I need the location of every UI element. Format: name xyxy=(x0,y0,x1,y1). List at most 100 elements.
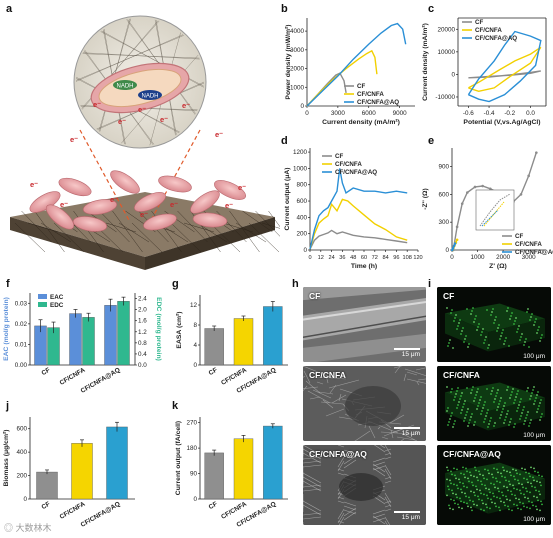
category-label: CF/CNFA@AQ xyxy=(80,367,122,395)
cell-dot xyxy=(526,478,528,481)
data-point xyxy=(519,193,523,196)
cell-dot xyxy=(455,477,457,480)
sem-fiber xyxy=(384,480,392,484)
cell-dot xyxy=(492,476,494,479)
cell-dot xyxy=(514,320,516,322)
sem-label-cf-cnfa: CF/CNFA xyxy=(309,370,346,380)
sem-fiber xyxy=(413,431,421,436)
electron-label: e⁻ xyxy=(182,101,190,110)
cell-dot xyxy=(508,424,510,426)
electron-label: e⁻ xyxy=(110,195,118,204)
y-tick-label: 0.03 xyxy=(15,300,28,307)
cell-dot xyxy=(516,393,518,395)
x-tick-label: 2000 xyxy=(496,254,511,261)
cell-dot xyxy=(461,409,463,411)
cell-dot xyxy=(536,411,538,413)
bacterium xyxy=(158,175,192,193)
cell-dot xyxy=(473,475,475,478)
y-tick-label: 8 xyxy=(193,322,197,329)
cell-dot xyxy=(467,346,469,348)
sem-fiber xyxy=(303,476,322,488)
cell-dot xyxy=(453,499,455,502)
cell-dot xyxy=(494,422,496,424)
cell-dot xyxy=(481,499,483,502)
cell-dot xyxy=(480,480,482,483)
cell-dot xyxy=(538,405,540,407)
data-point xyxy=(455,238,459,242)
cell-dot xyxy=(466,470,468,473)
sem-fiber xyxy=(372,461,386,467)
bacterium-cross-section: NADH NADH xyxy=(90,62,190,114)
sem-fiber xyxy=(343,453,357,459)
cell-dot xyxy=(512,388,514,390)
cell-dot xyxy=(457,404,459,406)
cell-dot xyxy=(528,346,530,348)
cell-dot xyxy=(535,505,537,508)
sem-fiber xyxy=(343,505,357,511)
cell-dot xyxy=(458,506,460,509)
cell-dot xyxy=(509,318,511,320)
sem-fiber xyxy=(343,459,357,469)
x-tick-label: 24 xyxy=(328,255,334,261)
data-point xyxy=(452,244,456,248)
cell-dot xyxy=(450,415,452,417)
cell-dot xyxy=(514,423,516,425)
cell-dot xyxy=(472,484,474,487)
cell-dot xyxy=(488,488,490,491)
y-tick-label: 12 xyxy=(190,302,198,309)
cell-dot xyxy=(503,405,505,407)
cell-dot xyxy=(467,408,469,410)
cell-dot xyxy=(511,391,513,393)
sem-fiber xyxy=(391,424,415,434)
series-line xyxy=(306,22,407,107)
cell-dot xyxy=(466,308,468,310)
sem-fiber xyxy=(390,429,394,439)
cell-dot xyxy=(483,477,485,480)
x-tick-label: -0.4 xyxy=(484,110,495,117)
cell-dot xyxy=(465,467,467,470)
series-line xyxy=(309,229,408,250)
y-tick-label: 180 xyxy=(186,445,197,452)
cell-dot xyxy=(475,394,477,396)
y-tick-label: 900 xyxy=(438,164,449,171)
sem-fiber xyxy=(406,378,426,384)
y2-tick-label: 0.8 xyxy=(138,340,147,347)
cell-dot xyxy=(485,503,487,506)
current-output-chart: 0 12 24 36 48 60 72 84 96 108 12002004006008001000… xyxy=(284,148,423,270)
data-point xyxy=(535,151,538,154)
cell-dot xyxy=(457,325,459,327)
cell-dot xyxy=(471,509,473,512)
cell-dot xyxy=(484,468,486,471)
y-tick-label: 1200 xyxy=(293,149,308,156)
cell-dot xyxy=(449,479,451,482)
cell-dot xyxy=(461,392,463,394)
cell-dot xyxy=(461,491,463,494)
sem-fiber xyxy=(303,386,319,389)
y-axis-label: Current density (mA/m²) xyxy=(422,23,429,101)
sem-fiber xyxy=(325,408,345,417)
electron-label: e⁻ xyxy=(118,117,126,126)
series-line xyxy=(468,46,542,93)
cell-dot xyxy=(470,490,472,493)
bacterium xyxy=(45,204,75,230)
cell-dot xyxy=(519,339,521,341)
cell-dot xyxy=(484,339,486,341)
sem-fiber xyxy=(337,472,345,476)
cell-dot xyxy=(494,486,496,489)
cell-dot xyxy=(504,476,506,479)
data-point xyxy=(473,185,477,189)
cell-dot xyxy=(460,500,462,503)
cell-dot xyxy=(500,472,502,475)
cell-dot xyxy=(515,317,517,319)
cell-dot xyxy=(453,423,455,425)
electron-label: e⁻ xyxy=(225,201,233,210)
cell-dot xyxy=(450,470,452,473)
y-tick-label: 3000 xyxy=(290,47,305,54)
cell-dot xyxy=(526,490,528,493)
sem-fiber xyxy=(303,448,322,460)
sem-fiber xyxy=(404,368,426,376)
cell-dot xyxy=(534,400,536,402)
data-point xyxy=(489,187,492,191)
cell-dot xyxy=(456,496,458,499)
cell-dot xyxy=(523,493,525,496)
